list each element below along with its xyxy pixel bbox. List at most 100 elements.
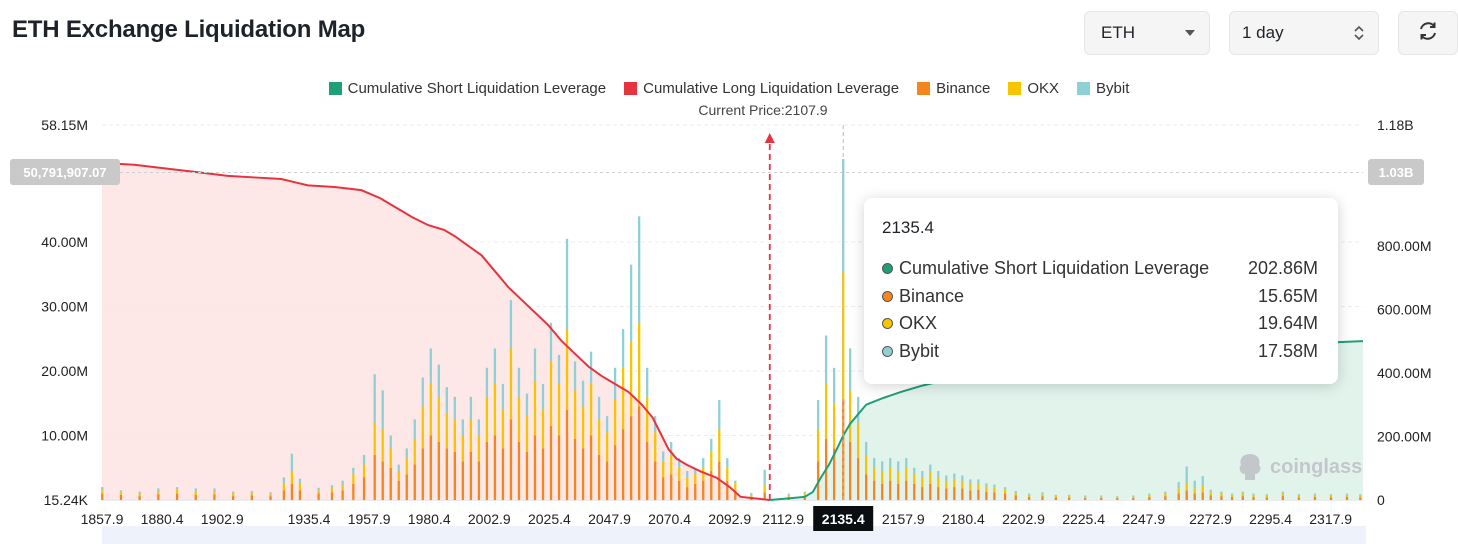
legend-item-binance[interactable]: Binance [917,80,990,97]
bar-bybit [803,491,806,494]
long-cumulative-area [102,163,770,500]
bar-okx [702,467,705,481]
bar-bybit [1193,480,1196,489]
legend-item-bybit[interactable]: Bybit [1077,80,1129,97]
bar-bybit [787,493,790,495]
bar-okx [541,409,545,449]
bar-bybit [1132,495,1135,497]
bar-bybit [573,361,577,391]
x-tick-label: 2202.9 [1002,511,1045,527]
bar-binance [881,483,884,500]
bar-bybit [525,393,529,417]
tooltip-row: Binance 15.65M [882,283,1318,311]
x-tick-label: 1957.9 [348,511,391,527]
legend-label: Binance [936,80,991,97]
bar-okx [937,477,940,488]
bar-okx [889,467,892,481]
legend-item-short[interactable]: Cumulative Short Liquidation Leverage [328,80,607,97]
bar-bybit [290,453,294,471]
bar-binance [1068,497,1071,500]
coin-select[interactable]: ETH [1084,11,1210,55]
bar-okx [763,485,766,493]
bar-bybit [849,348,852,391]
x-tick-label: 1857.9 [81,511,124,527]
y-right-tick-label: 1.18B [1377,117,1414,133]
x-tick-label: 1880.4 [141,511,184,527]
tooltip-dot [882,318,893,330]
bar-okx [1241,493,1244,497]
bar-bybit [1084,495,1087,497]
y-left-tick-label: 20.00M [41,363,88,379]
bar-okx [1014,492,1017,496]
x-tick-highlight-badge [813,506,874,531]
bar-bybit [437,364,440,397]
x-tick-label: 2002.9 [468,511,511,527]
bar-bybit [985,483,988,487]
bar-binance [889,480,892,500]
tooltip-value: 19.64M [1257,313,1318,334]
bar-bybit [549,322,553,362]
current-price-label: Current Price:2107.9 [698,102,828,118]
bar-okx [317,490,320,494]
bar-okx [477,435,481,462]
bar-binance [929,483,932,500]
bar-binance [897,483,900,500]
bar-bybit [1345,493,1349,495]
y-right-marker-text: 1.03B [1379,165,1414,180]
bar-okx [726,467,729,481]
x-tick-label: 2272.9 [1189,511,1232,527]
bar-binance [1116,498,1119,500]
bar-okx [865,454,868,475]
bar-okx [921,477,924,488]
bar-okx [662,461,665,478]
tooltip-dot [882,345,893,357]
bar-okx [857,422,860,459]
bar-bybit [832,367,836,404]
bar-okx [397,470,400,481]
range-select[interactable]: 1 day [1229,11,1379,55]
legend-item-long[interactable]: Cumulative Long Liquidation Leverage [624,80,899,97]
bar-okx [549,361,553,426]
x-tick-label: 2180.4 [942,511,985,527]
bar-okx [613,400,617,446]
legend-item-okx[interactable]: OKX [1008,80,1059,97]
bar-okx [485,396,489,442]
bar-binance [1329,497,1333,500]
legend-label: Cumulative Short Liquidation Leverage [347,80,607,97]
bar-bybit [1100,495,1103,497]
bar-binance [961,488,964,500]
bar-binance [905,480,908,500]
bar-okx [654,432,657,462]
tooltip-label: Cumulative Short Liquidation Leverage [899,258,1210,279]
bar-binance [605,461,609,500]
bar-bybit [138,491,141,494]
bar-okx [873,467,876,481]
bar-okx [803,493,806,497]
bar-bybit [929,464,932,471]
bar-okx [157,490,160,495]
tooltip-value: 202.86M [1247,258,1318,279]
chart-legend: Cumulative Short Liquidation Leverage Cu… [0,80,1458,97]
y-left-tick-label: 10.00M [41,428,88,444]
bar-bybit [213,488,216,491]
bar-bybit [718,400,721,430]
bar-bybit [605,416,609,433]
y-left-tick-label: 30.00M [41,299,88,315]
bar-binance [453,451,456,500]
bar-binance [298,490,302,500]
bar-okx [1041,494,1044,497]
bar-bybit [397,464,400,471]
bar-binance [362,477,366,500]
bar-bybit [905,458,908,468]
chart-tooltip: 2135.4 Cumulative Short Liquidation Leve… [864,198,1338,384]
bar-binance [557,435,561,500]
bar-binance [589,435,593,500]
legend-label: OKX [1027,80,1060,97]
bar-bybit [485,367,489,397]
bar-bybit [1177,481,1180,489]
bar-okx [352,474,355,484]
bar-binance [678,480,681,500]
bar-binance [1132,498,1135,500]
tooltip-row: Cumulative Short Liquidation Leverage 20… [882,255,1318,283]
y-left-tick-label: 15.24K [44,492,89,508]
